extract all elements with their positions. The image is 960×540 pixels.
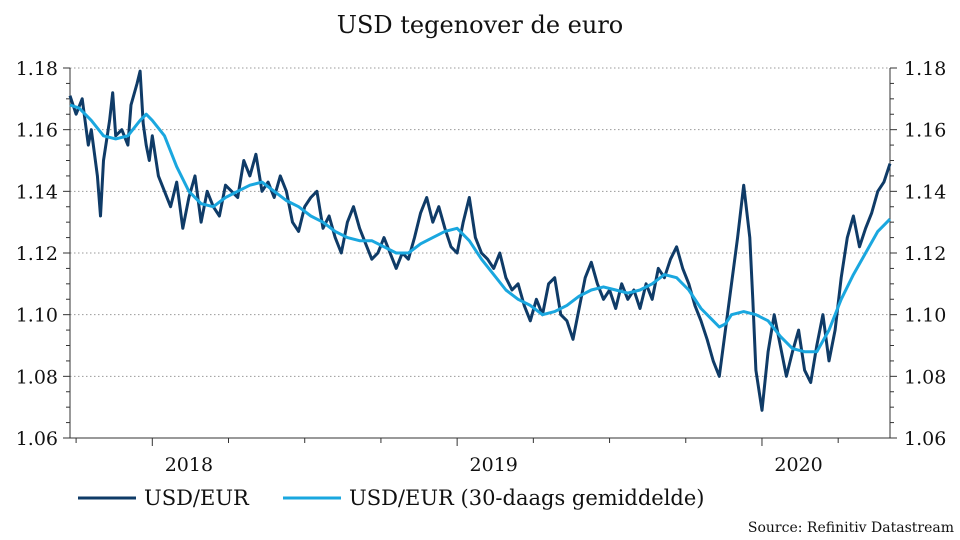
y-tick-label-left: 1.12	[16, 243, 58, 265]
y-tick-label-right: 1.06	[904, 428, 946, 450]
chart-title: USD tegenover de euro	[337, 11, 624, 39]
y-tick-label-left: 1.14	[16, 181, 58, 203]
y-axis-right: 1.18 1.16 1.14 1.12 1.10 1.08 1.06	[890, 58, 946, 450]
x-axis: 2018 2019 2020	[75, 438, 839, 476]
y-tick-label-right: 1.12	[904, 243, 946, 265]
legend-label-usd-eur: USD/EUR	[144, 486, 250, 510]
y-tick-label-right: 1.18	[904, 58, 946, 80]
y-tick-label-right: 1.16	[904, 120, 946, 142]
y-tick-label-left: 1.16	[16, 120, 58, 142]
y-tick-label-right: 1.14	[904, 181, 946, 203]
x-tick-label: 2020	[774, 454, 822, 476]
x-tick-label: 2018	[165, 454, 213, 476]
y-axis-left: 1.18 1.16 1.14 1.12 1.10 1.08 1.06	[16, 58, 70, 450]
y-tick-label-right: 1.08	[904, 366, 946, 388]
x-tick-label: 2019	[470, 454, 518, 476]
source-note: Source: Refinitiv Datastream	[748, 520, 954, 536]
series-line-usd-eur-30d-average	[69, 103, 892, 354]
y-tick-label-left: 1.10	[16, 305, 58, 327]
y-tick-label-left: 1.08	[16, 366, 58, 388]
y-tick-label-right: 1.10	[904, 305, 946, 327]
y-tick-label-left: 1.18	[16, 58, 58, 80]
legend-label-usd-eur-30d-average: USD/EUR (30-daags gemiddelde)	[349, 486, 705, 510]
y-tick-label-left: 1.06	[16, 428, 58, 450]
legend: USD/EUR USD/EUR (30-daags gemiddelde)	[78, 486, 705, 510]
series-line-usd-eur	[68, 69, 892, 412]
